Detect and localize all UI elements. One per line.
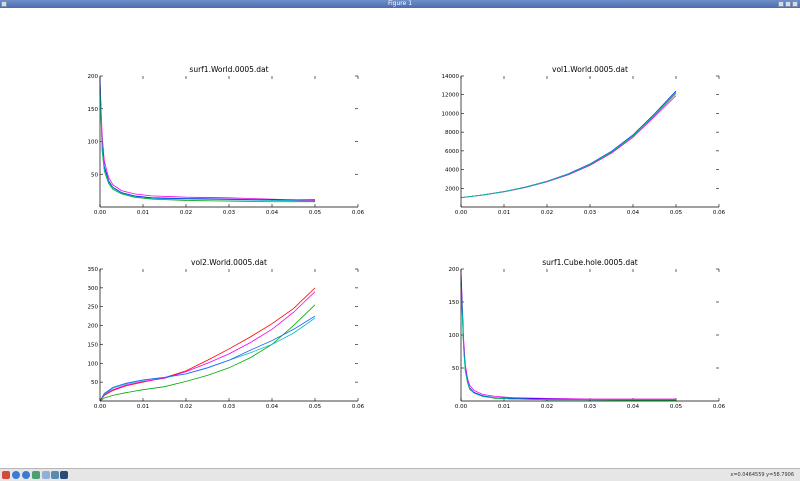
window-title: Figure 1 — [387, 0, 413, 7]
window-titlebar: Figure 1 — [0, 0, 800, 8]
zoom-icon[interactable] — [42, 471, 50, 479]
x-tick-label: 0.01 — [498, 210, 510, 216]
x-tick-label: 0.00 — [455, 404, 468, 410]
series-line-3 — [460, 93, 677, 199]
x-tick-label: 0.03 — [584, 404, 597, 410]
y-tick-label: 50 — [91, 380, 98, 386]
series-line-4 — [460, 278, 676, 401]
series-line-5 — [99, 315, 316, 402]
x-tick-label: 0.04 — [627, 404, 640, 410]
x-tick-label: 0.05 — [670, 210, 683, 216]
x-tick-label: 0.01 — [137, 210, 149, 216]
y-tick-label: 8000 — [445, 130, 459, 136]
series-line-3 — [460, 282, 676, 401]
configure-icon[interactable] — [51, 471, 59, 479]
series-line-3 — [99, 85, 315, 203]
home-icon[interactable] — [2, 471, 10, 479]
series-line-1 — [460, 272, 676, 400]
chart-3: vol2.World.0005.dat 0.00 0.01 0.02 0.03 0.04 0… — [88, 258, 365, 410]
figure-canvas: surf1.World.0005.dat 0.00 0.01 0.02 0.03 0.04… — [88, 65, 726, 410]
y-tick-label: 2000 — [445, 186, 459, 192]
y-tick-label: 250 — [88, 305, 99, 311]
series-line-3 — [99, 304, 316, 402]
x-tick-label: 0.04 — [627, 210, 640, 216]
y-tick-label: 10000 — [442, 111, 460, 117]
y-tick-label: 6000 — [445, 149, 459, 155]
series-line-2 — [99, 82, 316, 201]
series-line-1 — [99, 287, 316, 402]
series-line-4 — [99, 83, 316, 202]
x-tick-label: 0.06 — [713, 210, 726, 216]
y-tick-label: 300 — [88, 286, 99, 292]
x-tick-label: 0.05 — [309, 404, 322, 410]
x-tick-label: 0.05 — [309, 210, 322, 216]
chart-1: surf1.World.0005.dat 0.00 0.01 0.02 0.03 0.04… — [88, 65, 365, 216]
y-tick-label: 200 — [449, 267, 460, 273]
x-tick-label: 0.01 — [498, 404, 510, 410]
x-tick-label: 0.03 — [584, 210, 597, 216]
y-tick-label: 50 — [452, 366, 459, 372]
x-tick-label: 0.00 — [94, 404, 107, 410]
x-tick-label: 0.04 — [266, 210, 279, 216]
x-tick-label: 0.06 — [713, 404, 726, 410]
y-tick-label: 14000 — [442, 74, 460, 80]
cursor-x: x=0.0464559 — [730, 472, 765, 478]
x-tick-label: 0.03 — [223, 210, 236, 216]
save-icon[interactable] — [60, 471, 68, 479]
x-tick-label: 0.01 — [137, 404, 149, 410]
minimize-button[interactable] — [778, 1, 784, 7]
y-tick-label: 150 — [88, 342, 99, 348]
navigation-toolbar: x=0.0464559 y=58.7906 — [0, 468, 800, 481]
y-tick-label: 100 — [449, 333, 460, 339]
y-tick-label: 200 — [88, 324, 99, 330]
chart-title: surf1.Cube.hole.0005.dat — [542, 258, 638, 267]
window-menu-button[interactable] — [1, 1, 7, 7]
x-tick-label: 0.02 — [541, 404, 553, 410]
x-tick-label: 0.00 — [94, 210, 107, 216]
y-tick-label: 200 — [88, 74, 99, 80]
chart-2: vol1.World.0005.dat 0.00 0.01 0.02 0.03 0.04 0… — [442, 65, 726, 216]
x-tick-label: 0.06 — [352, 210, 365, 216]
chart-title: surf1.World.0005.dat — [189, 65, 268, 74]
y-tick-label: 150 — [88, 107, 99, 113]
y-tick-label: 350 — [88, 267, 99, 273]
y-tick-label: 4000 — [445, 168, 459, 174]
forward-icon[interactable] — [22, 471, 30, 479]
series-line-1 — [99, 79, 315, 201]
x-tick-label: 0.04 — [266, 404, 279, 410]
chart-title: vol2.World.0005.dat — [191, 258, 267, 267]
y-tick-label: 100 — [88, 140, 99, 146]
y-tick-label: 150 — [449, 300, 460, 306]
x-tick-label: 0.03 — [223, 404, 236, 410]
y-tick-label: 100 — [88, 361, 99, 367]
y-tick-label: 50 — [91, 172, 98, 178]
close-button[interactable] — [792, 1, 798, 7]
chart-title: vol1.World.0005.dat — [552, 65, 628, 74]
x-tick-label: 0.05 — [670, 404, 683, 410]
series-line-2 — [99, 291, 316, 402]
x-tick-label: 0.02 — [180, 210, 192, 216]
series-line-2 — [460, 95, 677, 199]
series-line-1 — [460, 90, 677, 199]
series-line-2 — [460, 275, 676, 401]
back-icon[interactable] — [12, 471, 20, 479]
series-line-4 — [99, 317, 316, 402]
series-line-4 — [460, 91, 677, 199]
maximize-button[interactable] — [785, 1, 791, 7]
pan-icon[interactable] — [32, 471, 40, 479]
y-tick-label: 12000 — [442, 93, 460, 99]
x-tick-label: 0.02 — [180, 404, 192, 410]
x-tick-label: 0.00 — [455, 210, 468, 216]
x-tick-label: 0.02 — [541, 210, 553, 216]
cursor-coordinates: x=0.0464559 y=58.7906 — [730, 471, 794, 479]
chart-4: surf1.Cube.hole.0005.dat 0.00 0.01 0.02 0.03… — [449, 258, 726, 410]
x-tick-label: 0.06 — [352, 404, 365, 410]
cursor-y: y=58.7906 — [766, 472, 794, 478]
